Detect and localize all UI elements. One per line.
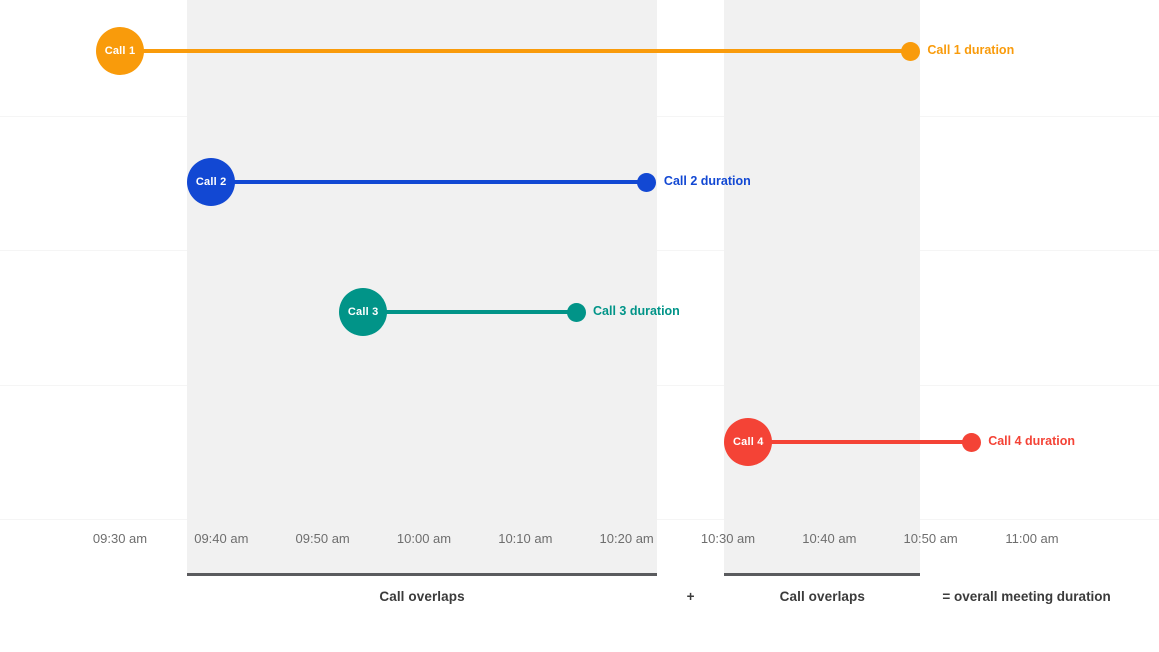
axis-tick-label: 09:30 am <box>92 531 148 546</box>
call-duration-line <box>120 49 911 53</box>
axis-tick-label: 10:40 am <box>802 531 857 546</box>
call-end-dot <box>637 172 657 192</box>
call-end-dot <box>566 302 586 322</box>
call-start-circle: Call 1 <box>96 27 144 75</box>
call-end-dot <box>900 41 920 61</box>
call-duration-line <box>211 180 647 184</box>
call-end-dot <box>961 432 981 452</box>
axis-tick-label: 10:30 am <box>700 531 756 546</box>
axis-tick-label: 09:50 am <box>295 531 350 546</box>
call-duration-line <box>748 440 972 444</box>
axis-tick-label: 10:20 am <box>599 531 654 546</box>
call-duration-label: Call 4 duration <box>988 434 1076 448</box>
call-start-circle: Call 2 <box>187 158 236 206</box>
axis-tick-label: 10:10 am <box>498 531 553 546</box>
axis-tick-label: 10:00 am <box>396 531 452 546</box>
call-duration-label: Call 1 duration <box>927 43 1015 57</box>
overall-duration-label: = overall meeting duration <box>942 589 1111 604</box>
axis-tick-label: 09:40 am <box>194 531 249 546</box>
call-start-circle: Call 4 <box>724 418 773 466</box>
call-duration-label: Call 3 duration <box>593 304 680 318</box>
overlap-region <box>187 0 657 576</box>
overlap-region-label: Call overlaps <box>779 589 865 604</box>
axis-tick-label: 10:50 am <box>903 531 958 546</box>
overlap-region-label: Call overlaps <box>379 589 465 604</box>
axis-tick-label: 11:00 am <box>1005 531 1059 546</box>
overlap-region <box>724 0 921 576</box>
call-start-circle: Call 3 <box>339 288 388 336</box>
call-duration-line <box>363 310 576 314</box>
plus-sign: + <box>686 589 695 604</box>
call-duration-label: Call 2 duration <box>663 174 751 188</box>
